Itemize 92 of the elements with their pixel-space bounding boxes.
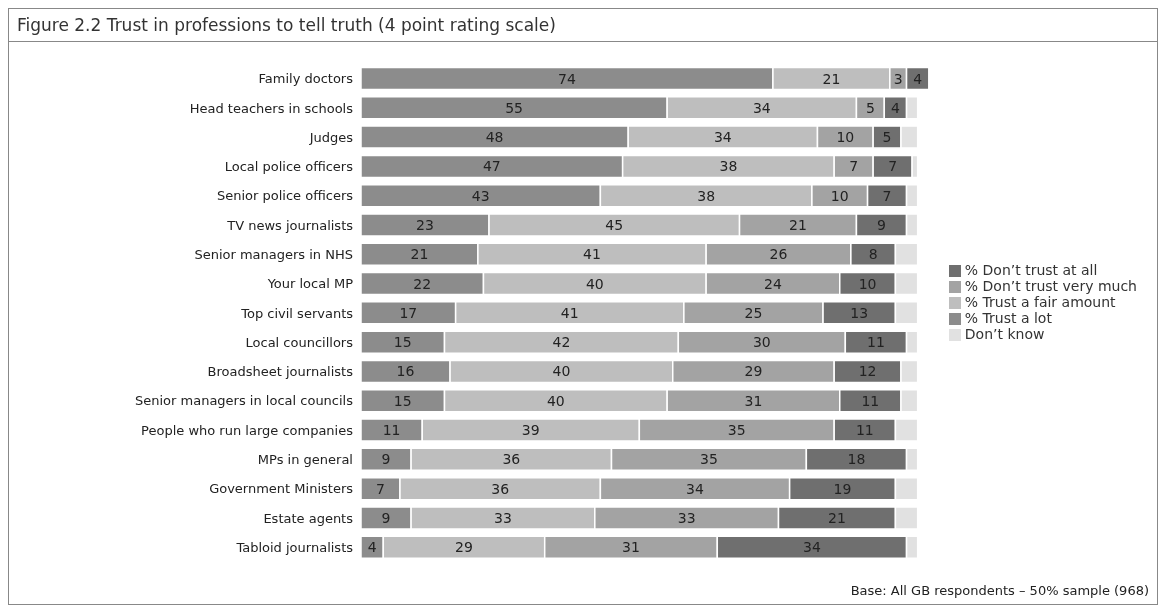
data-label: 40	[585, 275, 604, 292]
data-label: 30	[752, 334, 771, 351]
y-tick-label: Broadsheet journalists	[207, 364, 354, 380]
data-label: 24	[764, 275, 782, 292]
data-label: 9	[381, 509, 391, 526]
data-label: 21	[822, 70, 841, 87]
data-label: 31	[744, 392, 763, 409]
chart-title: Figure 2.2 Trust in professions to tell truth (4 point rating scale)	[9, 9, 1157, 42]
data-label: 17	[399, 304, 418, 321]
data-label: 5	[882, 129, 892, 146]
data-label: 36	[491, 480, 510, 497]
y-tick-label: Judges	[308, 129, 354, 145]
data-label: 39	[521, 422, 540, 439]
data-label: 21	[410, 246, 429, 263]
data-label: 21	[789, 216, 807, 233]
y-tick-label: TV news journalists	[226, 217, 354, 233]
y-tick-label: Senior police officers	[216, 188, 354, 204]
y-tick-label: MPs in general	[257, 452, 353, 468]
data-label: 10	[858, 275, 877, 292]
data-label: 35	[700, 451, 718, 468]
y-tick-label: People who run large companies	[141, 422, 354, 438]
data-label: 11	[861, 392, 880, 409]
data-label: 38	[719, 158, 738, 175]
data-label: 4	[890, 99, 900, 116]
data-label: 15	[393, 334, 412, 351]
data-label: 11	[867, 334, 885, 351]
data-label: 3	[893, 70, 903, 87]
data-label: 41	[560, 304, 579, 321]
legend-label: Don’t know	[964, 326, 1045, 342]
data-label: 9	[877, 216, 886, 233]
data-label: 45	[605, 216, 624, 233]
data-label: 8	[868, 246, 878, 263]
data-label: 19	[833, 480, 852, 497]
text: Base: All GB respondents – 50% sample (968)	[850, 583, 1149, 598]
legend-label: % Don’t trust at all	[964, 262, 1098, 278]
data-label: 33	[494, 509, 512, 526]
data-label: 7	[888, 158, 898, 175]
y-tick-label: Government Ministers	[209, 481, 354, 497]
data-label: 55	[505, 99, 523, 116]
data-label: 4	[913, 70, 923, 87]
y-tick-label: Head teachers in schools	[189, 100, 354, 116]
y-tick-label: Family doctors	[258, 71, 354, 87]
legend-label: % Trust a lot	[964, 310, 1052, 326]
data-label: 29	[455, 539, 473, 556]
data-label: 22	[413, 275, 432, 292]
data-label: 34	[803, 539, 821, 556]
data-label: 42	[552, 334, 571, 351]
y-tick-label: Local police officers	[224, 159, 354, 175]
data-label: 7	[882, 187, 892, 204]
data-label: 40	[546, 392, 565, 409]
data-label: 34	[752, 99, 771, 116]
data-label: 29	[744, 363, 763, 380]
data-label: 7	[376, 480, 385, 497]
data-label: 10	[836, 129, 855, 146]
data-label: 13	[850, 304, 869, 321]
data-label: 33	[677, 509, 696, 526]
data-label: 11	[855, 422, 874, 439]
data-label: 35	[727, 422, 746, 439]
legend-label: % Don’t trust very much	[964, 278, 1137, 294]
data-label: 25	[744, 304, 763, 321]
data-label: 34	[686, 480, 704, 497]
y-tick-label: Tabloid journalists	[235, 539, 354, 555]
legend-label: % Trust a fair amount	[964, 294, 1116, 310]
data-label: 36	[502, 451, 521, 468]
y-tick-label: Estate agents	[263, 510, 354, 526]
data-label: 47	[482, 158, 501, 175]
data-label: 18	[847, 451, 866, 468]
data-label: 38	[697, 187, 716, 204]
data-label: 4	[367, 539, 377, 556]
data-label: 26	[769, 246, 788, 263]
data-label: 12	[858, 363, 877, 380]
data-label: 21	[828, 509, 846, 526]
data-label: 48	[485, 129, 504, 146]
data-label: 43	[471, 187, 490, 204]
data-label: 5	[865, 99, 875, 116]
data-label: 23	[416, 216, 434, 233]
data-label: 34	[713, 129, 732, 146]
data-label: 7	[849, 158, 859, 175]
data-label: 11	[382, 422, 401, 439]
y-tick-label: Senior managers in local councils	[135, 393, 354, 409]
y-tick-label: Senior managers in NHS	[194, 247, 353, 263]
data-label: 41	[583, 246, 601, 263]
data-label: 10	[830, 187, 849, 204]
y-tick-label: Your local MP	[266, 276, 354, 292]
data-label: 31	[622, 539, 640, 556]
y-tick-label: Top civil servants	[240, 305, 354, 321]
data-label: 15	[393, 392, 412, 409]
data-label: 9	[381, 451, 391, 468]
y-tick-label: Local councillors	[245, 334, 354, 350]
data-label: 40	[552, 363, 571, 380]
data-label: 16	[396, 363, 415, 380]
data-label: 74	[558, 70, 576, 87]
